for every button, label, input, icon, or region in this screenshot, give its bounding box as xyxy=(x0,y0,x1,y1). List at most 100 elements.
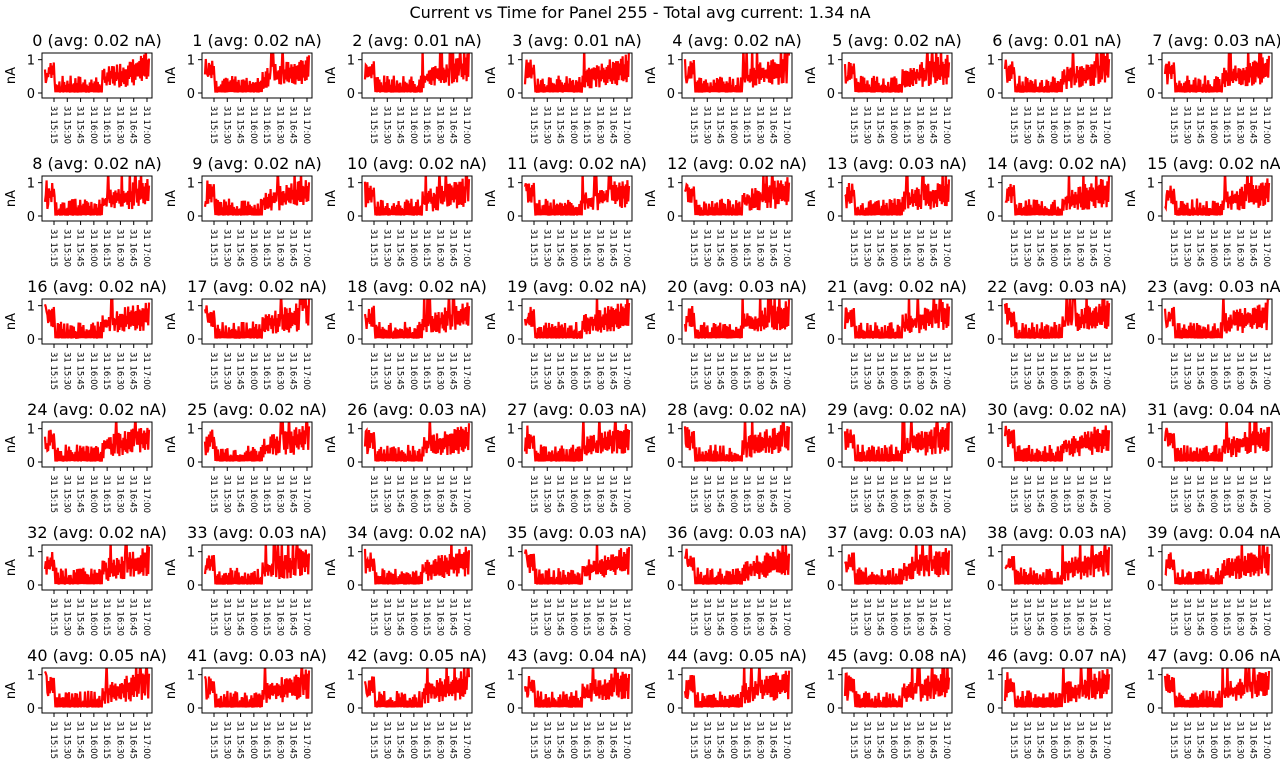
panel-8: 8 (avg: 0.02 nA) nA 0 1 31 15:15 31 15:30 31 1… xyxy=(4,154,162,267)
x-tick-label: 31 17:00 xyxy=(1261,229,1271,267)
x-tick-label: 31 16:45 xyxy=(128,598,138,636)
current-series-line xyxy=(203,422,311,462)
panel-19: 19 (avg: 0.02 nA) nA 0 1 31 15:15 31 15:30 31 … xyxy=(484,277,647,390)
current-series-line xyxy=(683,299,791,339)
x-tick-label: 31 16:45 xyxy=(608,721,618,759)
x-tick-label: 31 15:45 xyxy=(875,598,885,636)
x-tick-label: 31 17:00 xyxy=(141,106,151,144)
x-tick-label: 31 17:00 xyxy=(781,475,791,513)
x-tick-label: 31 16:00 xyxy=(88,721,98,759)
axes-frame xyxy=(201,298,313,345)
x-tick-label: 31 16:00 xyxy=(1208,352,1218,390)
current-series-line xyxy=(203,545,311,585)
y-axis-label: nA xyxy=(964,682,979,699)
x-tick-label: 31 16:15 xyxy=(101,229,111,267)
x-tick-label: 31 15:30 xyxy=(541,106,551,144)
panel-1: 1 (avg: 0.02 nA) nA 0 1 31 15:15 31 15:30 31 1… xyxy=(164,31,322,144)
x-tick-label: 31 16:45 xyxy=(1088,106,1098,144)
y-tick-label: 0 xyxy=(347,333,355,348)
axes-frame xyxy=(361,175,473,222)
x-tick-label: 31 16:45 xyxy=(768,721,778,759)
panel-12: 12 (avg: 0.02 nA) nA 0 1 31 15:15 31 15:30 31 … xyxy=(644,154,807,267)
x-tick-label: 31 15:30 xyxy=(61,721,71,759)
x-tick-label: 31 16:30 xyxy=(1234,475,1244,513)
x-tick-label: 31 15:15 xyxy=(1168,721,1178,759)
panel-9: 9 (avg: 0.02 nA) nA 0 1 31 15:15 31 15:30 31 1… xyxy=(164,154,322,267)
x-tick-label: 31 15:45 xyxy=(875,475,885,513)
panel-title: 4 (avg: 0.02 nA) xyxy=(672,31,801,50)
y-tick-label: 1 xyxy=(827,177,835,192)
x-tick-label: 31 16:00 xyxy=(408,598,418,636)
panel-title: 2 (avg: 0.01 nA) xyxy=(352,31,481,50)
x-tick-label: 31 15:45 xyxy=(75,721,85,759)
x-tick-label: 31 17:00 xyxy=(1101,721,1111,759)
x-tick-label: 31 16:45 xyxy=(1088,475,1098,513)
x-tick-label: 31 16:00 xyxy=(88,598,98,636)
y-tick-label: 1 xyxy=(507,669,515,684)
x-tick-label: 31 16:00 xyxy=(248,598,258,636)
x-tick-label: 31 16:45 xyxy=(448,721,458,759)
x-tick-label: 31 16:45 xyxy=(448,475,458,513)
x-tick-label: 31 16:45 xyxy=(1248,229,1258,267)
x-tick-label: 31 16:30 xyxy=(274,475,284,513)
y-tick-label: 1 xyxy=(987,54,995,69)
x-tick-label: 31 15:30 xyxy=(61,229,71,267)
axes-frame xyxy=(1161,298,1273,345)
y-tick-label: 0 xyxy=(27,579,35,594)
x-tick-label: 31 16:00 xyxy=(1208,475,1218,513)
y-tick-label: 1 xyxy=(187,300,195,315)
current-series-line xyxy=(1003,668,1111,708)
axes-frame xyxy=(681,52,793,99)
y-tick-label: 1 xyxy=(1147,546,1155,561)
panel-36: 36 (avg: 0.03 nA) nA 0 1 31 15:15 31 15:30 31 … xyxy=(644,523,807,636)
x-tick-label: 31 16:15 xyxy=(1061,721,1071,759)
x-tick-label: 31 16:30 xyxy=(1074,352,1084,390)
axes-frame xyxy=(681,175,793,222)
y-tick-label: 0 xyxy=(667,333,675,348)
current-series-line xyxy=(363,668,471,708)
x-tick-label: 31 15:30 xyxy=(701,352,711,390)
x-tick-label: 31 15:30 xyxy=(701,106,711,144)
y-axis-label: nA xyxy=(1124,67,1139,84)
y-axis-label: nA xyxy=(164,190,179,207)
x-tick-label: 31 15:30 xyxy=(381,106,391,144)
x-tick-label: 31 16:45 xyxy=(288,106,298,144)
x-tick-label: 31 15:45 xyxy=(235,352,245,390)
axes-frame xyxy=(521,52,633,99)
y-tick-label: 0 xyxy=(987,210,995,225)
x-tick-label: 31 15:45 xyxy=(715,106,725,144)
y-tick-label: 0 xyxy=(827,87,835,102)
x-tick-label: 31 16:00 xyxy=(408,475,418,513)
x-tick-label: 31 16:45 xyxy=(768,475,778,513)
y-axis-label: nA xyxy=(4,190,19,207)
y-tick-label: 1 xyxy=(667,177,675,192)
x-tick-label: 31 16:30 xyxy=(1234,721,1244,759)
y-axis-label: nA xyxy=(964,67,979,84)
x-tick-label: 31 16:00 xyxy=(1048,352,1058,390)
x-tick-label: 31 15:45 xyxy=(875,352,885,390)
panel-title: 39 (avg: 0.04 nA) xyxy=(1147,523,1280,542)
x-tick-label: 31 16:00 xyxy=(248,229,258,267)
y-tick-label: 1 xyxy=(827,54,835,69)
x-tick-label: 31 16:30 xyxy=(434,106,444,144)
current-series-line xyxy=(523,53,630,93)
x-tick-label: 31 15:15 xyxy=(528,352,538,390)
axes-frame xyxy=(201,421,313,468)
y-axis-label: nA xyxy=(1124,682,1139,699)
x-tick-label: 31 15:15 xyxy=(1008,598,1018,636)
axes-frame xyxy=(1001,544,1113,591)
panel-title: 37 (avg: 0.03 nA) xyxy=(827,523,967,542)
x-tick-label: 31 16:00 xyxy=(728,721,738,759)
x-tick-label: 31 16:15 xyxy=(261,352,271,390)
x-tick-label: 31 15:15 xyxy=(688,475,698,513)
y-tick-label: 0 xyxy=(667,210,675,225)
x-tick-label: 31 15:45 xyxy=(395,475,405,513)
panel-42: 42 (avg: 0.05 nA) nA 0 1 31 15:15 31 15:30 31 … xyxy=(324,646,487,759)
x-tick-label: 31 16:15 xyxy=(261,229,271,267)
x-tick-label: 31 15:30 xyxy=(701,229,711,267)
current-series-line xyxy=(43,53,151,93)
y-tick-label: 1 xyxy=(507,546,515,561)
panel-18: 18 (avg: 0.02 nA) nA 0 1 31 15:15 31 15:30 31 … xyxy=(324,277,487,390)
x-tick-label: 31 15:30 xyxy=(1021,721,1031,759)
y-tick-label: 1 xyxy=(27,300,35,315)
